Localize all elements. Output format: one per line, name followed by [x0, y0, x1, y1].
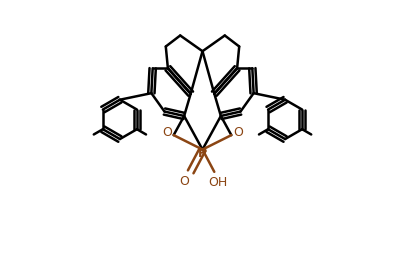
Text: O: O: [179, 175, 189, 188]
Text: O: O: [162, 126, 172, 139]
Text: OH: OH: [209, 176, 228, 189]
Text: P: P: [198, 147, 207, 160]
Text: O: O: [233, 126, 243, 139]
